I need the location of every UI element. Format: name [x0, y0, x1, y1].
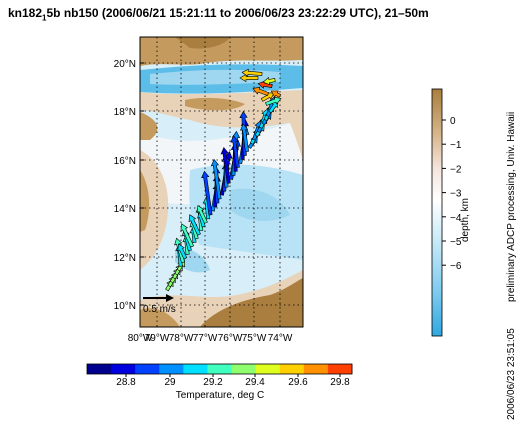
current-vector-arrow: [240, 123, 250, 153]
current-vector-arrow: [210, 158, 222, 200]
temperature-tick-label: 28.8: [116, 377, 136, 388]
depth-colorbar-ticks: 0 −1 −2 −3 −4 −5 −6: [442, 116, 462, 272]
current-vector-arrow: [177, 243, 188, 260]
current-vector-arrow: [239, 73, 259, 83]
depth-tick-label: −1: [450, 140, 462, 151]
lon-tick-label: 77°W: [193, 333, 218, 344]
longitude-labels: 80°W79°W 78°W 77°W 76°W 75°W 74°W: [128, 333, 293, 344]
lat-tick-label: 10°N: [114, 301, 136, 312]
current-vectors: [165, 68, 282, 292]
lat-tick-label: 14°N: [114, 204, 136, 215]
lat-tick-label: 20°N: [114, 59, 136, 70]
current-vector-arrow: [270, 90, 282, 98]
lon-tick-label: 75°W: [242, 333, 267, 344]
lon-tick-label: 80°W: [128, 333, 153, 344]
map-frame: [139, 36, 304, 328]
depth-colorbar: [431, 88, 443, 337]
current-vector-arrow: [265, 96, 282, 106]
figure-title: kn18215b nb150 (2006/06/21 15:21:11 to 2…: [8, 6, 429, 23]
current-vector-arrow: [180, 223, 194, 248]
current-vector-arrow: [220, 147, 231, 184]
latitude-labels: 20°N 18°N 16°N 14°N 12°N 10°N: [114, 59, 144, 312]
lon-tick-label: 79°W: [145, 333, 170, 344]
temperature-tick-label: 29.4: [245, 377, 265, 388]
lat-tick-label: 16°N: [114, 156, 136, 167]
bathymetry-map: [140, 37, 303, 327]
temperature-tick-label: 29: [164, 377, 176, 388]
depth-colorbar-label: depth, km: [460, 198, 471, 242]
depth-tick-label: −4: [450, 213, 462, 224]
scale-arrow: [143, 294, 174, 302]
temperature-colorbar: [86, 363, 353, 375]
depth-tick-label: −2: [450, 164, 462, 175]
temperature-colorbar-ticks: 28.8 29 29.2 29.4 29.6 29.8: [116, 374, 350, 388]
lat-tick-label: 18°N: [114, 107, 136, 118]
depth-tick-label: −3: [450, 189, 462, 200]
depth-tick-label: 0: [450, 116, 456, 127]
temperature-colorbar-label: Temperature, deg C: [176, 390, 264, 401]
current-vector-arrow: [252, 86, 269, 96]
lon-tick-label: 74°W: [268, 333, 293, 344]
lon-tick-label: 76°W: [218, 333, 243, 344]
depth-tick-label: −5: [450, 237, 462, 248]
current-vector-arrow: [230, 135, 240, 168]
temperature-tick-label: 29.2: [203, 377, 223, 388]
current-vector-arrow: [188, 214, 201, 236]
current-vector-arrow: [262, 76, 276, 86]
current-vector-arrow: [260, 92, 275, 102]
current-vector-arrow: [201, 170, 213, 216]
lon-tick-label: 78°W: [169, 333, 194, 344]
current-vector-arrow: [196, 204, 208, 224]
generation-timestamp: 2006/06/23 23:51:05: [506, 328, 517, 420]
current-vector-arrow: [241, 68, 263, 77]
scale-label: 0.5 m/s: [143, 304, 176, 315]
temperature-tick-label: 29.8: [330, 377, 350, 388]
temperature-tick-label: 29.6: [288, 377, 308, 388]
depth-tick-label: −6: [450, 261, 462, 272]
lat-tick-label: 12°N: [114, 253, 136, 264]
processing-credit: preliminary ADCP processing, Univ. Hawai…: [506, 111, 517, 302]
